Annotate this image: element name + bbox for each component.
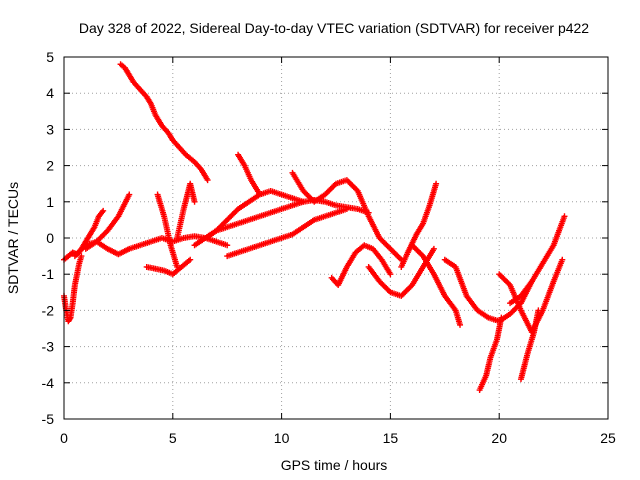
series-arc-1 <box>61 207 107 263</box>
y-axis-label: SDTVAR / TECUs <box>5 182 21 294</box>
data-point <box>78 253 85 260</box>
series-arc-20 <box>496 256 566 336</box>
x-tick-label: 10 <box>274 430 290 446</box>
data-point <box>343 206 350 213</box>
y-tick-label: 5 <box>46 49 54 65</box>
data-point <box>204 177 211 184</box>
trace-marker <box>66 315 73 322</box>
data-point <box>430 245 437 252</box>
data-point <box>498 314 505 321</box>
series-arc-12 <box>235 151 263 198</box>
x-tick-label: 15 <box>383 430 399 446</box>
y-tick-label: 3 <box>46 121 54 137</box>
series-arc-7 <box>154 191 181 270</box>
y-tick-label: 1 <box>46 194 54 210</box>
data-points <box>61 61 568 394</box>
y-tick-label: -4 <box>42 375 55 391</box>
series-arc-14 <box>328 242 394 289</box>
data-point <box>561 213 568 220</box>
chart-title: Day 328 of 2022, Sidereal Day-to-day VTE… <box>79 20 589 36</box>
data-point <box>191 198 198 205</box>
y-tick-label: -1 <box>42 266 55 282</box>
series-arc-13 <box>289 169 405 263</box>
series-arc-17 <box>409 242 464 328</box>
y-tick-label: 0 <box>46 230 54 246</box>
y-axis-ticks: -5 -4 -3 -2 -1 0 1 2 3 4 5 <box>42 49 608 427</box>
y-tick-label: -5 <box>42 411 55 427</box>
data-point <box>559 256 566 263</box>
y-tick-label: 2 <box>46 158 54 174</box>
series-arc-9 <box>191 196 372 249</box>
series-arc-6 <box>143 256 194 278</box>
data-point <box>535 307 542 314</box>
data-point <box>433 180 440 187</box>
data-point <box>187 256 194 263</box>
x-tick-label: 20 <box>491 430 507 446</box>
series-arc-21 <box>507 213 568 307</box>
x-axis-label: GPS time / hours <box>281 457 388 473</box>
y-tick-label: -3 <box>42 339 55 355</box>
y-tick-label: 4 <box>46 85 54 101</box>
series-arc-15 <box>365 245 437 299</box>
y-tick-label: -2 <box>42 302 55 318</box>
x-tick-label: 0 <box>60 430 68 446</box>
data-point <box>256 191 263 198</box>
data-point <box>126 191 133 198</box>
series-arc-16 <box>398 180 440 270</box>
series-arc-22 <box>517 307 542 383</box>
data-point <box>387 271 394 278</box>
x-tick-label: 25 <box>600 430 616 446</box>
data-point <box>224 242 231 249</box>
data-point <box>457 321 464 328</box>
series-arc-5 <box>117 61 211 184</box>
series-arc-2 <box>61 253 85 325</box>
series-arc-19 <box>476 314 505 394</box>
series-arc-4 <box>82 191 133 252</box>
x-tick-label: 5 <box>169 430 177 446</box>
data-point <box>100 207 107 214</box>
data-point <box>300 198 307 205</box>
series-arc-11 <box>224 206 350 260</box>
series-arc-3 <box>71 233 231 260</box>
x-axis-ticks: 0 5 10 15 20 25 <box>60 57 616 446</box>
data-point <box>174 263 181 270</box>
series-arc-8 <box>174 180 198 241</box>
